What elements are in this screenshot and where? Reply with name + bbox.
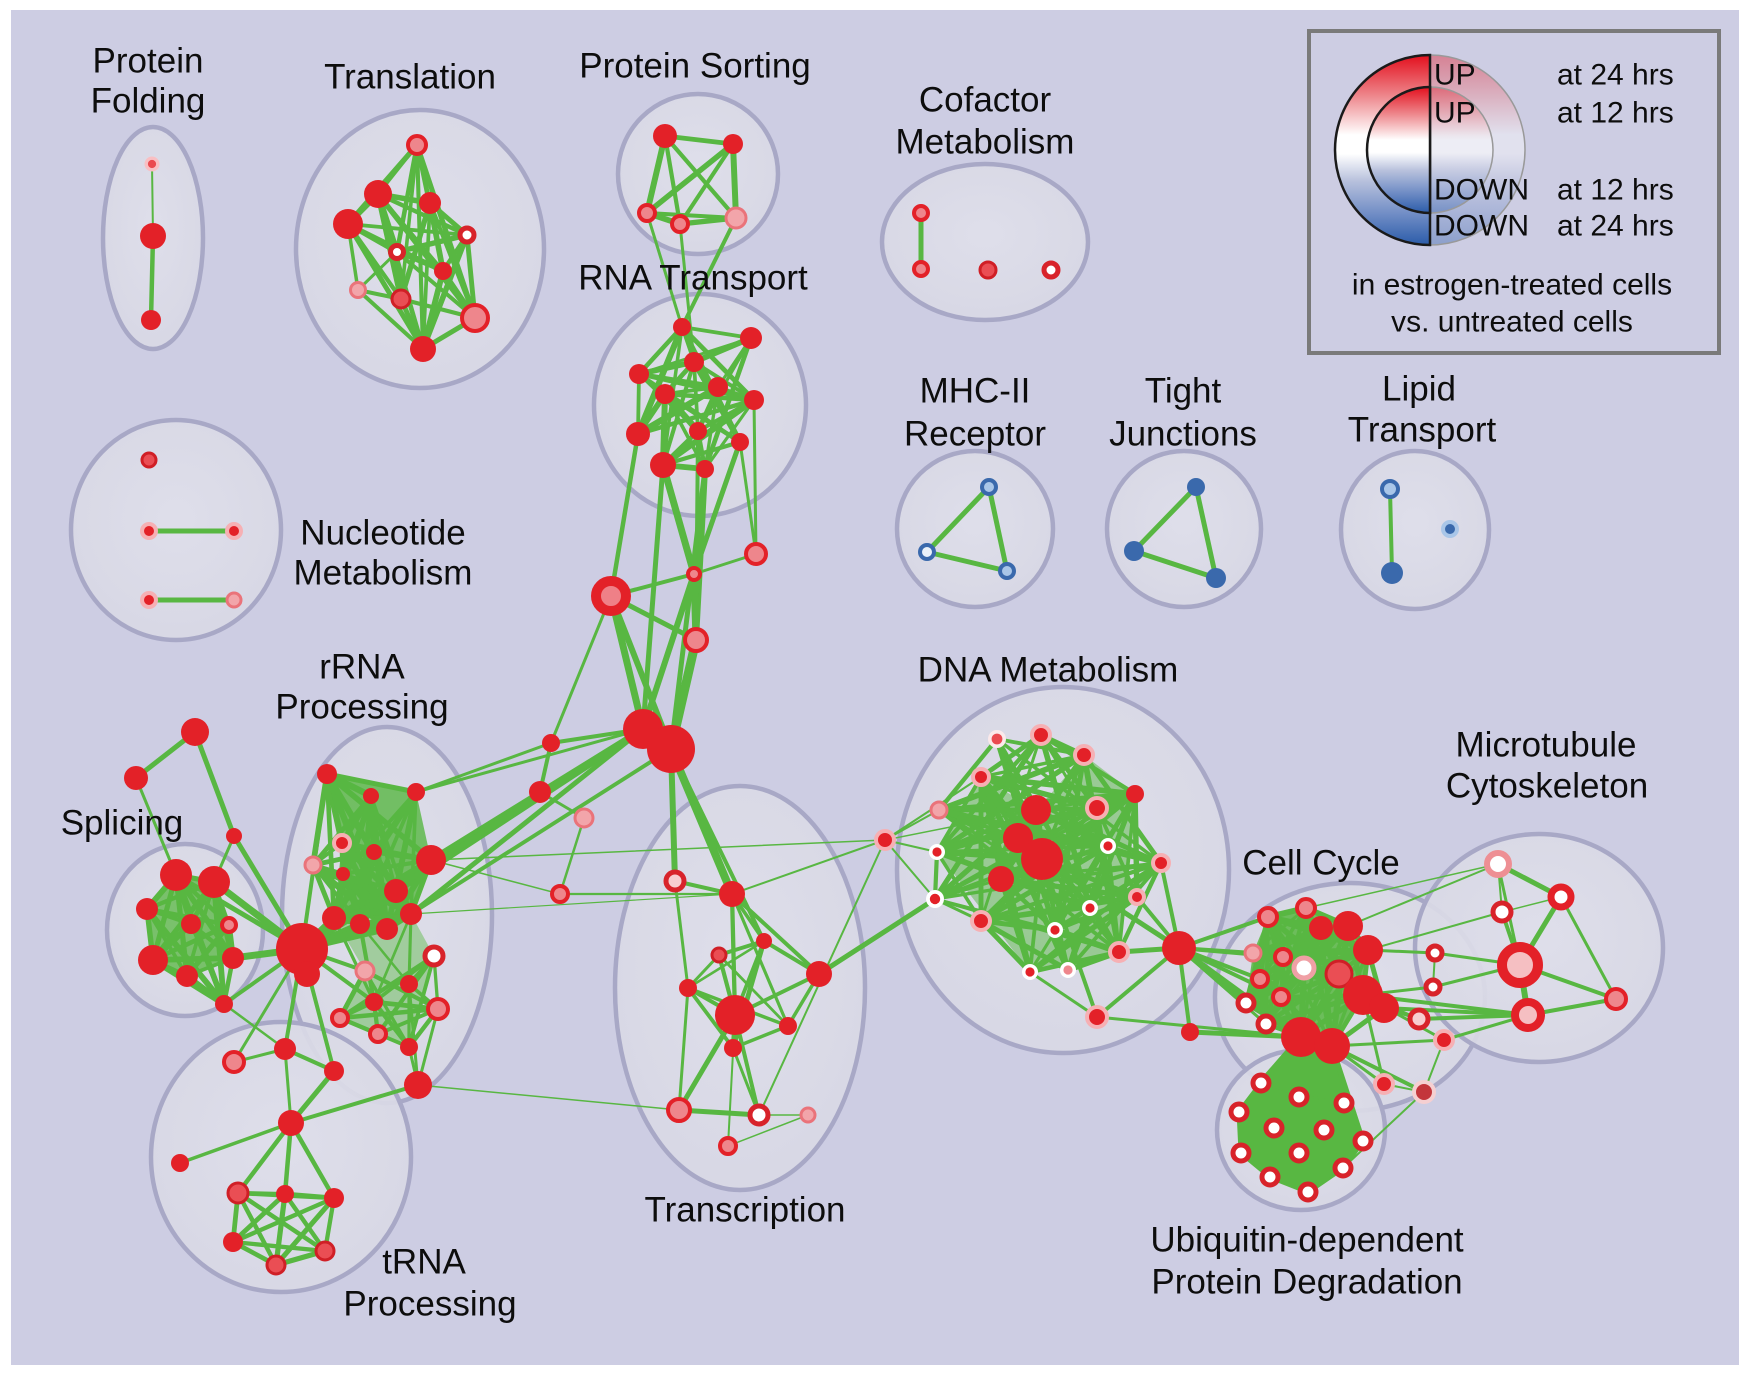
svg-text:at 24 hrs: at 24 hrs bbox=[1557, 210, 1674, 243]
svg-text:at 12 hrs: at 12 hrs bbox=[1557, 174, 1674, 207]
svg-text:UP: UP bbox=[1434, 59, 1476, 92]
svg-text:Protein: Protein bbox=[93, 42, 204, 81]
svg-text:Protein Sorting: Protein Sorting bbox=[579, 47, 811, 86]
svg-text:Metabolism: Metabolism bbox=[896, 123, 1075, 162]
svg-text:Junctions: Junctions bbox=[1109, 415, 1257, 454]
svg-text:MHC-II: MHC-II bbox=[920, 372, 1031, 411]
svg-text:DOWN: DOWN bbox=[1434, 210, 1529, 243]
svg-text:UP: UP bbox=[1434, 97, 1476, 130]
svg-text:Splicing: Splicing bbox=[61, 804, 184, 843]
svg-text:DNA Metabolism: DNA Metabolism bbox=[918, 651, 1179, 690]
svg-text:Metabolism: Metabolism bbox=[294, 554, 473, 593]
svg-text:vs. untreated cells: vs. untreated cells bbox=[1391, 306, 1633, 339]
svg-text:Protein Degradation: Protein Degradation bbox=[1151, 1263, 1462, 1302]
svg-text:Receptor: Receptor bbox=[904, 415, 1046, 454]
svg-text:Transcription: Transcription bbox=[645, 1191, 846, 1230]
svg-text:Microtubule: Microtubule bbox=[1456, 726, 1637, 765]
svg-text:Processing: Processing bbox=[343, 1285, 516, 1324]
svg-text:Ubiquitin-dependent: Ubiquitin-dependent bbox=[1150, 1221, 1464, 1260]
svg-text:Cytoskeleton: Cytoskeleton bbox=[1446, 767, 1648, 806]
svg-text:RNA Transport: RNA Transport bbox=[578, 259, 808, 298]
svg-text:tRNA: tRNA bbox=[382, 1243, 466, 1282]
svg-text:Cofactor: Cofactor bbox=[919, 81, 1052, 120]
svg-text:Lipid: Lipid bbox=[1382, 370, 1456, 409]
svg-text:Cell Cycle: Cell Cycle bbox=[1242, 844, 1400, 883]
svg-text:DOWN: DOWN bbox=[1434, 174, 1529, 207]
svg-text:rRNA: rRNA bbox=[319, 648, 405, 687]
svg-text:in estrogen-treated cells: in estrogen-treated cells bbox=[1352, 269, 1672, 302]
svg-text:Transport: Transport bbox=[1348, 411, 1497, 450]
svg-text:Tight: Tight bbox=[1145, 372, 1222, 411]
svg-text:Processing: Processing bbox=[275, 688, 448, 727]
svg-text:at 24 hrs: at 24 hrs bbox=[1557, 59, 1674, 92]
svg-text:Nucleotide: Nucleotide bbox=[300, 514, 465, 553]
svg-text:Folding: Folding bbox=[91, 82, 206, 121]
svg-text:Translation: Translation bbox=[324, 58, 496, 97]
svg-text:at 12 hrs: at 12 hrs bbox=[1557, 97, 1674, 130]
